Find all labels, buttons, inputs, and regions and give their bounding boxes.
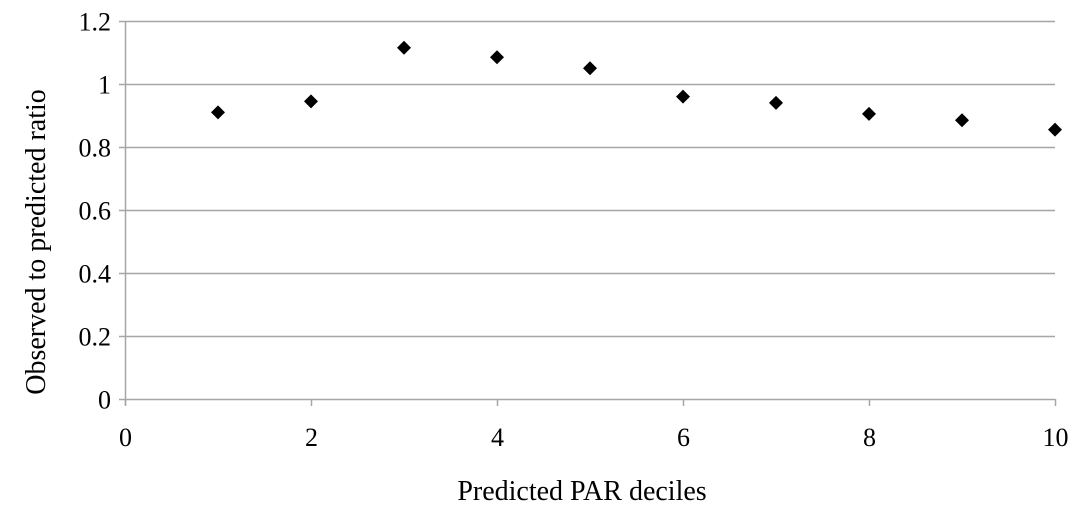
x-tick-label: 8 bbox=[863, 423, 876, 452]
y-axis-title: Observed to predicted ratio bbox=[21, 89, 52, 395]
y-tick-label: 0.2 bbox=[79, 323, 112, 352]
y-tick-label: 1 bbox=[98, 71, 111, 100]
axes bbox=[119, 20, 1057, 406]
x-tick-label: 6 bbox=[677, 423, 690, 452]
data-point-diamond bbox=[490, 50, 504, 65]
data-point-diamond bbox=[397, 40, 411, 55]
x-tick-label: 10 bbox=[1043, 423, 1069, 452]
data-point-diamond bbox=[676, 89, 690, 104]
data-point-diamond bbox=[769, 95, 783, 110]
data-point-diamond bbox=[955, 113, 969, 128]
data-point-diamond bbox=[211, 105, 225, 120]
y-tick-label: 0 bbox=[98, 386, 111, 415]
data-point-diamond bbox=[304, 94, 318, 109]
data-point-diamond bbox=[1048, 122, 1062, 137]
x-tick-label: 4 bbox=[491, 423, 504, 452]
data-point-diamond bbox=[862, 106, 876, 121]
x-tick-labels: 0 2 4 6 8 10 bbox=[119, 423, 1069, 452]
x-tick-label: 2 bbox=[305, 423, 318, 452]
data-points bbox=[211, 40, 1062, 137]
x-tick-label: 0 bbox=[119, 423, 132, 452]
data-point-diamond bbox=[583, 61, 597, 76]
y-tick-label: 1.2 bbox=[79, 8, 112, 37]
x-axis-title: Predicted PAR deciles bbox=[457, 476, 706, 507]
y-tick-label: 0.8 bbox=[79, 134, 112, 163]
y-tick-labels: 0 0.2 0.4 0.6 0.8 1 1.2 bbox=[79, 8, 112, 415]
y-tick-label: 0.4 bbox=[79, 260, 112, 289]
y-tick-label: 0.6 bbox=[79, 197, 112, 226]
gridlines bbox=[125, 20, 1055, 338]
